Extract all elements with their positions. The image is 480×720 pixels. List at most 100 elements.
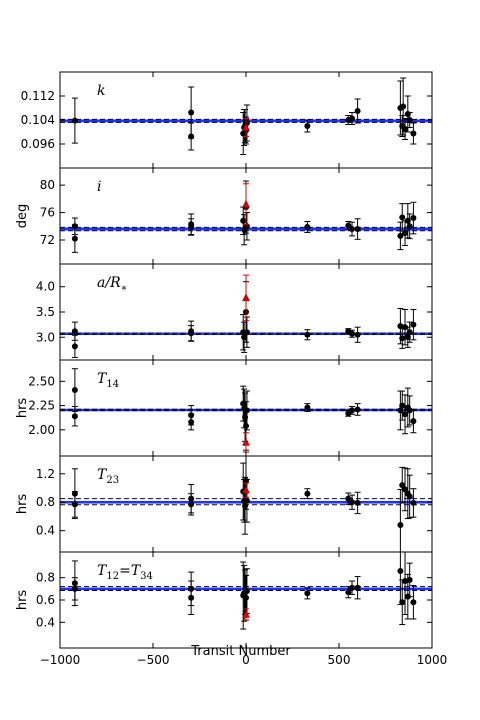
y-tick-label: 2.50 [28,374,55,388]
panels-group: 0.096 0.104 0.112 k 72 76 80 deg i 3.0 3.5 4.0 a/R∗ 2… [15,71,448,667]
y-axis-label: deg [15,204,30,229]
y-axis-label: hrs [15,590,30,611]
data-point [354,499,361,506]
highlight-point [242,437,250,446]
data-point [243,594,249,601]
data-point [406,117,413,123]
x-tick-label: 0 [242,653,250,667]
data-point [345,495,352,502]
data-point [399,214,406,221]
y-tick-label: 0.4 [36,615,55,629]
data-point [243,422,249,429]
y-tick-label: 0.104 [21,113,55,127]
data-point [349,330,356,337]
y-tick-label: 3.5 [36,305,55,319]
data-point [304,331,311,338]
data-point [410,499,417,506]
x-tick-label: 500 [328,653,351,667]
data-point [354,584,361,591]
panel-label: k [97,83,105,99]
data-point [410,321,417,328]
y-tick-label: 3.0 [36,330,55,344]
data-point [71,387,78,394]
y-tick-label: 0.6 [36,593,55,607]
data-point [406,576,413,583]
y-tick-label: 2.00 [28,423,55,437]
y-tick-label: 72 [40,233,55,247]
panel-label: T14 [97,371,119,390]
panel-label: a/R∗ [97,275,127,294]
highlight-point [242,609,250,618]
data-point [349,499,356,506]
panel-plot-area [60,274,432,358]
data-point [243,497,250,504]
highlight-point [242,485,250,494]
data-point [399,482,406,489]
x-tick-label: −500 [137,653,170,667]
panel-label: T23 [97,467,119,486]
data-point [71,235,78,242]
data-point [349,115,356,122]
data-point [402,578,409,585]
y-tick-label: 0.8 [36,571,55,585]
data-point [243,407,250,414]
data-point [402,411,409,418]
data-point [188,109,195,116]
data-point [240,217,247,224]
y-tick-label: 4.0 [36,280,55,294]
data-point [71,501,78,508]
data-point [402,126,409,132]
data-point [354,331,361,338]
data-point [399,335,406,342]
data-point [397,567,404,574]
y-tick-label: 0.4 [36,524,55,538]
highlight-point [242,122,250,131]
data-point [71,343,78,350]
data-point [71,585,78,592]
panel-plot-area [60,180,432,253]
data-point [406,407,413,414]
data-point [402,486,409,493]
panel-4: 2.00 2.25 2.50 hrs T14 [15,359,433,457]
panel-label: T12=T34 [97,563,153,582]
panel-plot-area [60,552,432,630]
data-point [304,490,311,497]
data-point [188,594,195,601]
data-point [397,521,404,528]
data-point [410,215,417,222]
data-point [397,232,404,239]
data-point [406,493,413,500]
y-tick-label: 2.25 [28,399,55,413]
y-tick-label: 80 [40,178,55,192]
data-point [71,328,78,335]
data-point [410,130,417,137]
y-axis-label: hrs [15,398,30,419]
data-point [304,223,311,230]
data-point [188,133,195,140]
panel-6: 0.4 0.6 0.8 −1000 −500 0 500 1000 hrs T12=T34 [15,551,448,667]
data-point [243,588,250,595]
data-point [71,117,78,124]
data-point [400,103,407,110]
x-axis-label: Transit Number [190,644,291,659]
highlight-point [242,293,250,302]
data-point [354,226,361,233]
panel-plot-area [60,368,432,453]
data-point [304,590,311,597]
data-point [354,406,361,413]
panel-5: 0.4 0.8 1.2 hrs T23 [15,455,433,553]
data-point [243,329,250,336]
data-point [71,413,78,420]
data-point [345,589,352,596]
panel-2: 72 76 80 deg i [15,167,433,265]
panel-label: i [97,179,101,195]
x-tick-label: −1000 [40,653,81,667]
data-point [402,230,409,237]
data-point [304,123,311,129]
panel-3: 3.0 3.5 4.0 a/R∗ [36,263,433,361]
data-point [349,584,356,591]
x-tick-label: 1000 [417,653,448,667]
y-tick-label: 76 [40,206,55,220]
data-point [410,599,417,606]
